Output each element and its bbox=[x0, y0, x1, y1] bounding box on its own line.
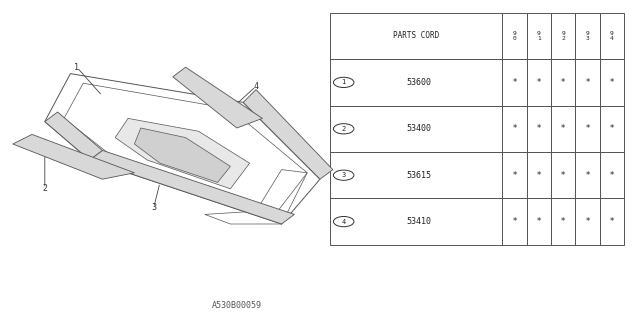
Polygon shape bbox=[173, 67, 262, 128]
Bar bbox=[527, 152, 551, 198]
Text: *: * bbox=[561, 78, 565, 87]
Bar bbox=[502, 198, 527, 245]
Text: 9
0: 9 0 bbox=[513, 31, 516, 41]
Bar bbox=[575, 152, 600, 198]
Bar bbox=[502, 152, 527, 198]
Text: *: * bbox=[561, 171, 565, 180]
Bar bbox=[330, 152, 502, 198]
Bar bbox=[502, 106, 527, 152]
Text: 9
1: 9 1 bbox=[537, 31, 541, 41]
Bar bbox=[551, 106, 575, 152]
Text: *: * bbox=[513, 124, 516, 133]
Text: PARTS CORD: PARTS CORD bbox=[393, 31, 439, 41]
Polygon shape bbox=[134, 128, 230, 182]
Text: 2: 2 bbox=[42, 184, 47, 193]
Bar bbox=[600, 152, 624, 198]
Text: *: * bbox=[561, 124, 565, 133]
Polygon shape bbox=[243, 90, 333, 179]
Text: 3: 3 bbox=[342, 172, 346, 178]
Bar bbox=[600, 13, 624, 59]
Bar bbox=[330, 198, 502, 245]
Bar bbox=[527, 106, 551, 152]
Bar bbox=[527, 198, 551, 245]
Polygon shape bbox=[90, 150, 294, 224]
Bar bbox=[575, 106, 600, 152]
Bar bbox=[575, 13, 600, 59]
Bar bbox=[527, 59, 551, 106]
Bar bbox=[600, 106, 624, 152]
Text: *: * bbox=[586, 78, 589, 87]
Text: 9
4: 9 4 bbox=[610, 31, 614, 41]
Text: *: * bbox=[610, 124, 614, 133]
Text: 9
3: 9 3 bbox=[586, 31, 589, 41]
Text: *: * bbox=[513, 171, 516, 180]
Bar bbox=[600, 198, 624, 245]
Text: *: * bbox=[537, 124, 541, 133]
Bar bbox=[330, 59, 502, 106]
Text: 9
2: 9 2 bbox=[561, 31, 565, 41]
Polygon shape bbox=[115, 118, 250, 189]
Bar bbox=[575, 59, 600, 106]
Text: 1: 1 bbox=[74, 63, 79, 72]
Text: *: * bbox=[610, 78, 614, 87]
Bar bbox=[600, 59, 624, 106]
Text: A530B00059: A530B00059 bbox=[212, 301, 262, 310]
Text: 53410: 53410 bbox=[406, 217, 432, 226]
Text: 4: 4 bbox=[342, 219, 346, 225]
Bar bbox=[551, 152, 575, 198]
Text: *: * bbox=[586, 171, 589, 180]
Text: *: * bbox=[513, 217, 516, 226]
Text: *: * bbox=[513, 78, 516, 87]
Bar bbox=[502, 59, 527, 106]
Text: 53400: 53400 bbox=[406, 124, 432, 133]
Text: 2: 2 bbox=[342, 126, 346, 132]
Bar bbox=[575, 198, 600, 245]
Text: 1: 1 bbox=[342, 79, 346, 85]
Text: *: * bbox=[561, 217, 565, 226]
Text: 4: 4 bbox=[253, 82, 259, 91]
Text: *: * bbox=[586, 217, 589, 226]
Bar bbox=[527, 13, 551, 59]
Polygon shape bbox=[13, 134, 134, 179]
Bar bbox=[551, 198, 575, 245]
Bar bbox=[330, 13, 502, 59]
Bar bbox=[551, 59, 575, 106]
Text: *: * bbox=[537, 217, 541, 226]
Text: *: * bbox=[586, 124, 589, 133]
Text: 53615: 53615 bbox=[406, 171, 432, 180]
Text: *: * bbox=[537, 78, 541, 87]
Polygon shape bbox=[45, 112, 102, 160]
Bar bbox=[330, 106, 502, 152]
Text: *: * bbox=[610, 217, 614, 226]
Text: 53600: 53600 bbox=[406, 78, 432, 87]
Bar bbox=[551, 13, 575, 59]
Text: *: * bbox=[537, 171, 541, 180]
Text: *: * bbox=[610, 171, 614, 180]
Bar bbox=[502, 13, 527, 59]
Text: 3: 3 bbox=[151, 204, 156, 212]
